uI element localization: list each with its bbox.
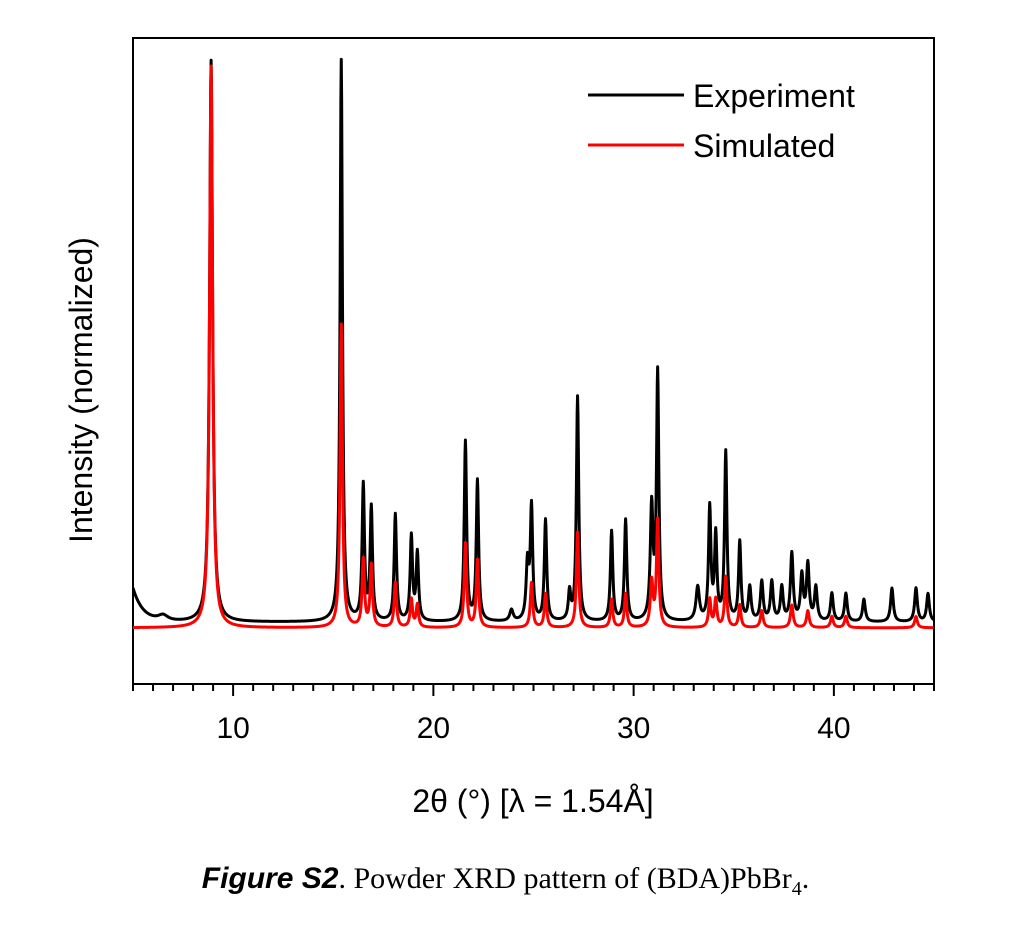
legend: Experiment Simulated xyxy=(588,78,855,164)
x-axis-ticks: 10 20 30 40 xyxy=(132,684,935,745)
figure-caption: Figure S2. Powder XRD pattern of (BDA)Pb… xyxy=(0,862,1011,901)
x-tick-label: 40 xyxy=(817,712,850,745)
caption-subscript: 4 xyxy=(791,878,802,900)
series-layer xyxy=(133,57,934,630)
series-line-simulated xyxy=(133,64,934,630)
caption-label: Figure S2 xyxy=(201,862,339,895)
caption-text: . Powder XRD pattern of (BDA)PbBr xyxy=(338,862,792,895)
series-line-experiment xyxy=(133,57,934,623)
legend-label-simulated: Simulated xyxy=(693,128,835,164)
caption-end: . xyxy=(801,862,810,895)
x-tick-label: 20 xyxy=(417,712,450,745)
y-axis-label: Intensity (normalized) xyxy=(63,237,99,543)
x-axis-label: 2θ (°) [λ = 1.54Å] xyxy=(412,783,653,819)
x-tick-label: 10 xyxy=(216,712,249,745)
legend-label-experiment: Experiment xyxy=(693,78,855,114)
x-tick-label: 30 xyxy=(617,712,650,745)
